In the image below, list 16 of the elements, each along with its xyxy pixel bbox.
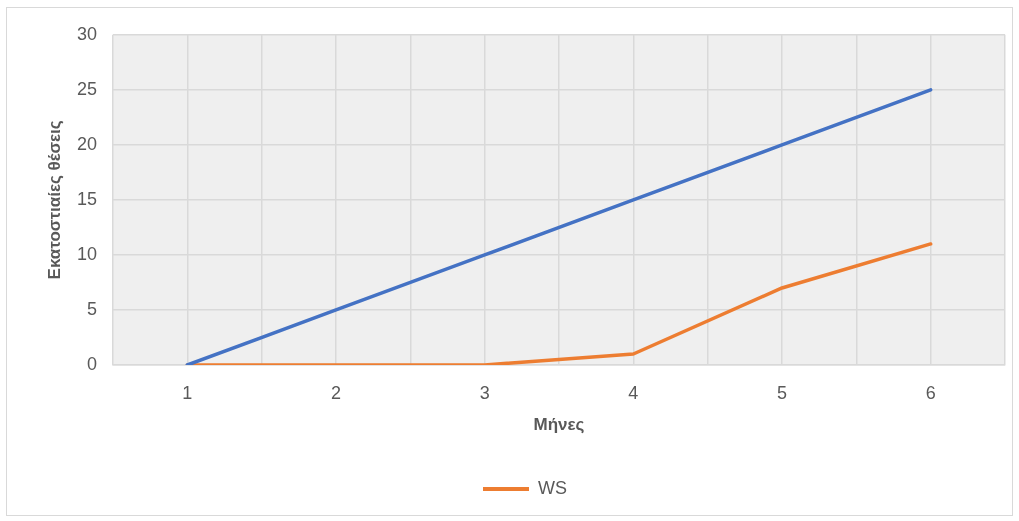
y-tick-label: 25 [76,78,97,99]
y-tick-label: 0 [86,353,97,374]
y-axis-title: Εκατοστιαίες θέσεις [44,120,64,280]
y-tick-label: 15 [76,188,97,209]
legend-label: WS [538,477,567,498]
x-tick-label: 3 [479,382,490,403]
x-tick-label: 2 [330,382,342,403]
y-tick-label: 20 [76,133,97,154]
y-tick-label: 5 [86,298,97,319]
x-tick-label: 5 [776,382,788,403]
y-tick-label: 30 [76,23,97,44]
y-tick-label: 10 [76,243,97,264]
x-tick-label: 1 [182,382,193,403]
x-tick-label: 6 [925,382,936,403]
x-tick-label: 4 [628,382,639,403]
x-axis-title: Μήνες [533,415,585,435]
